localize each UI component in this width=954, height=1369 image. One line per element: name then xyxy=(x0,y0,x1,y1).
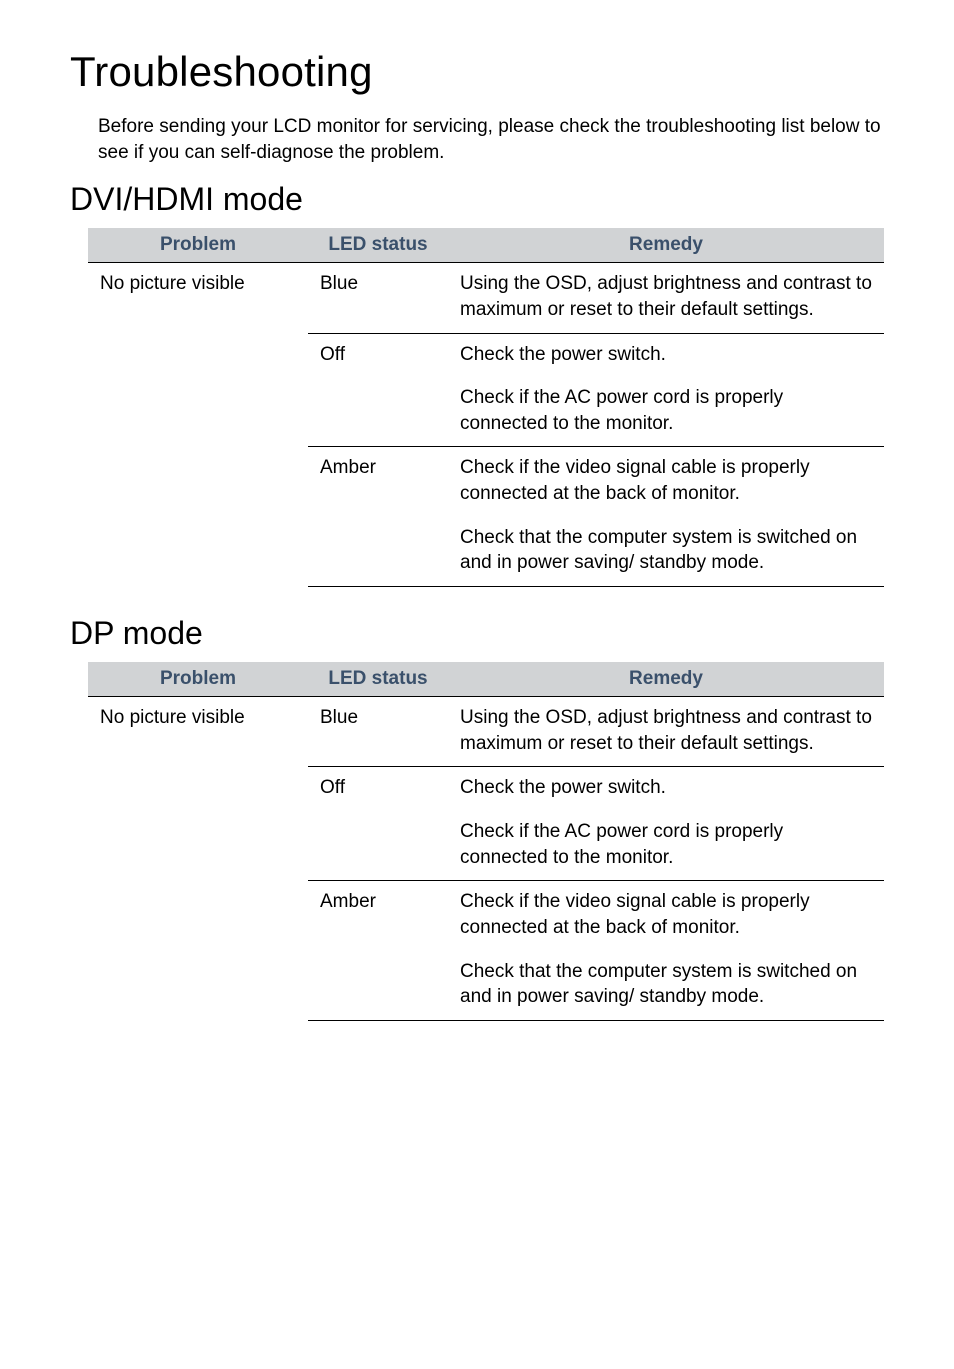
col-led-status: LED status xyxy=(308,662,448,697)
troubleshooting-table-dvihdmi: Problem LED status Remedy No picture vis… xyxy=(88,228,884,587)
led-status-cell: Amber xyxy=(308,447,448,587)
page-title: Troubleshooting xyxy=(70,48,884,96)
section-heading-dvihdmi: DVI/HDMI mode xyxy=(70,181,884,218)
col-remedy: Remedy xyxy=(448,228,884,263)
led-status-cell: Blue xyxy=(308,697,448,767)
troubleshooting-table-dp: Problem LED status Remedy No picture vis… xyxy=(88,662,884,1021)
table-row: No picture visible Blue Using the OSD, a… xyxy=(88,263,884,333)
remedy-text: Using the OSD, adjust brightness and con… xyxy=(460,271,872,322)
remedy-text: Check the power switch. xyxy=(460,775,872,801)
remedy-text: Check that the computer system is switch… xyxy=(460,959,872,1010)
remedy-cell: Check the power switch. Check if the AC … xyxy=(448,767,884,881)
table-row: No picture visible Blue Using the OSD, a… xyxy=(88,697,884,767)
intro-paragraph: Before sending your LCD monitor for serv… xyxy=(98,114,884,165)
remedy-cell: Check if the video signal cable is prope… xyxy=(448,447,884,587)
remedy-text: Check that the computer system is switch… xyxy=(460,525,872,576)
remedy-text: Check if the AC power cord is properly c… xyxy=(460,819,872,870)
led-status-cell: Amber xyxy=(308,881,448,1021)
led-status-cell: Blue xyxy=(308,263,448,333)
section-heading-dp: DP mode xyxy=(70,615,884,652)
remedy-cell: Using the OSD, adjust brightness and con… xyxy=(448,697,884,767)
remedy-cell: Check the power switch. Check if the AC … xyxy=(448,333,884,447)
table-header-row: Problem LED status Remedy xyxy=(88,228,884,263)
led-status-cell: Off xyxy=(308,333,448,447)
remedy-text: Check if the AC power cord is properly c… xyxy=(460,385,872,436)
led-status-cell: Off xyxy=(308,767,448,881)
col-remedy: Remedy xyxy=(448,662,884,697)
remedy-text: Check if the video signal cable is prope… xyxy=(460,889,872,940)
problem-cell: No picture visible xyxy=(88,697,308,1021)
col-problem: Problem xyxy=(88,662,308,697)
remedy-text: Check if the video signal cable is prope… xyxy=(460,455,872,506)
col-problem: Problem xyxy=(88,228,308,263)
table-header-row: Problem LED status Remedy xyxy=(88,662,884,697)
col-led-status: LED status xyxy=(308,228,448,263)
remedy-cell: Using the OSD, adjust brightness and con… xyxy=(448,263,884,333)
remedy-cell: Check if the video signal cable is prope… xyxy=(448,881,884,1021)
remedy-text: Using the OSD, adjust brightness and con… xyxy=(460,705,872,756)
problem-cell: No picture visible xyxy=(88,263,308,587)
remedy-text: Check the power switch. xyxy=(460,342,872,368)
